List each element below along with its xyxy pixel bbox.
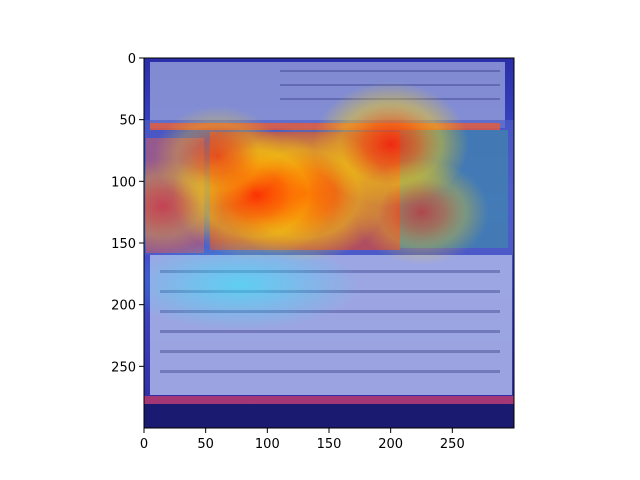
heatmap-image — [144, 58, 514, 428]
x-tick-label: 100 — [255, 437, 280, 452]
y-tick-label: 100 — [111, 175, 136, 190]
heatmap-hotspot — [144, 158, 223, 254]
x-tick-label: 0 — [140, 437, 148, 452]
y-tick-label: 150 — [111, 237, 136, 252]
x-tick-label: 250 — [440, 437, 465, 452]
x-tick-label: 50 — [197, 437, 214, 452]
y-axis: 0 50 100 150 200 250 — [111, 52, 144, 375]
y-tick-label: 200 — [111, 299, 136, 314]
y-tick-label: 0 — [128, 52, 136, 67]
y-tick-label: 250 — [111, 360, 136, 375]
heatmap-hotspot — [354, 159, 489, 265]
y-tick-label: 50 — [119, 114, 136, 129]
x-tick-label: 200 — [378, 437, 403, 452]
x-tick-label: 150 — [317, 437, 342, 452]
x-axis: 0 50 100 150 200 250 — [140, 428, 465, 452]
